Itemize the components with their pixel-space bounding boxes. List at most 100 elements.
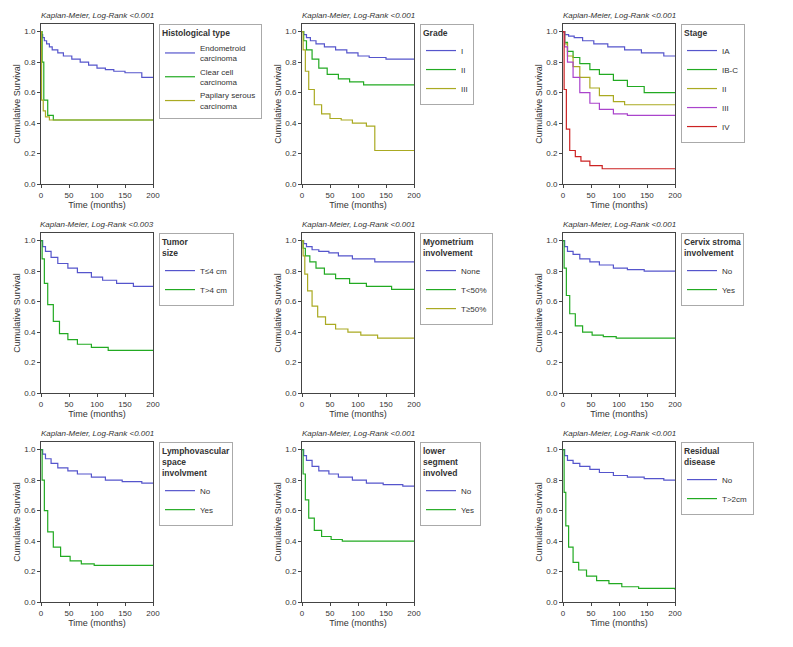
- svg-text:Yes: Yes: [200, 506, 213, 515]
- svg-text:0.0: 0.0: [546, 180, 558, 189]
- svg-text:0.6: 0.6: [24, 297, 36, 306]
- svg-text:Cumulative Survival: Cumulative Survival: [12, 273, 22, 353]
- svg-text:I: I: [461, 47, 463, 56]
- svg-text:150: 150: [640, 609, 654, 618]
- svg-text:Time (months): Time (months): [590, 409, 648, 419]
- svg-text:0.4: 0.4: [285, 119, 297, 128]
- svg-text:Kaplan-Meier, Log-Rank <0.001: Kaplan-Meier, Log-Rank <0.001: [302, 220, 415, 229]
- svg-text:IB-C: IB-C: [722, 66, 738, 75]
- svg-text:0.4: 0.4: [546, 537, 558, 546]
- svg-text:0: 0: [300, 609, 305, 618]
- svg-text:0.4: 0.4: [285, 328, 297, 337]
- svg-text:T>4 cm: T>4 cm: [200, 286, 227, 295]
- svg-text:III: III: [461, 85, 468, 94]
- svg-text:100: 100: [612, 400, 626, 409]
- svg-text:0.8: 0.8: [24, 476, 36, 485]
- svg-text:0: 0: [561, 609, 566, 618]
- svg-text:50: 50: [65, 609, 74, 618]
- svg-text:Clear cellcarcinoma: Clear cellcarcinoma: [200, 68, 237, 87]
- svg-text:III: III: [722, 104, 729, 113]
- svg-text:100: 100: [90, 191, 104, 200]
- svg-text:0: 0: [561, 191, 566, 200]
- svg-text:0.8: 0.8: [285, 58, 297, 67]
- svg-text:Cervix stromainvolvement: Cervix stromainvolvement: [684, 237, 741, 258]
- svg-text:0.2: 0.2: [24, 358, 36, 367]
- svg-text:0.2: 0.2: [24, 567, 36, 576]
- svg-text:Time (months): Time (months): [68, 409, 126, 419]
- svg-text:Residualdisease: Residualdisease: [684, 446, 719, 467]
- svg-text:150: 150: [118, 609, 132, 618]
- svg-text:50: 50: [587, 609, 596, 618]
- svg-text:1.0: 1.0: [24, 27, 36, 36]
- svg-text:150: 150: [379, 191, 393, 200]
- svg-text:IV: IV: [722, 123, 730, 132]
- svg-text:0.2: 0.2: [285, 567, 297, 576]
- svg-text:Yes: Yes: [722, 286, 735, 295]
- svg-text:0.0: 0.0: [546, 389, 558, 398]
- svg-text:0.4: 0.4: [24, 119, 36, 128]
- svg-text:Yes: Yes: [461, 506, 474, 515]
- svg-text:100: 100: [90, 400, 104, 409]
- svg-text:50: 50: [326, 400, 335, 409]
- svg-text:Cumulative Survival: Cumulative Survival: [534, 482, 544, 562]
- svg-text:T>2cm: T>2cm: [722, 495, 747, 504]
- svg-text:150: 150: [379, 609, 393, 618]
- svg-text:Cumulative Survival: Cumulative Survival: [12, 64, 22, 144]
- svg-text:150: 150: [118, 400, 132, 409]
- svg-text:0: 0: [300, 191, 305, 200]
- svg-text:1.0: 1.0: [546, 27, 558, 36]
- svg-text:Kaplan-Meier, Log-Rank <0.001: Kaplan-Meier, Log-Rank <0.001: [563, 11, 676, 20]
- svg-text:0.0: 0.0: [24, 389, 36, 398]
- svg-text:No: No: [722, 267, 733, 276]
- svg-text:0.6: 0.6: [285, 297, 297, 306]
- svg-text:1.0: 1.0: [24, 236, 36, 245]
- svg-text:0.8: 0.8: [24, 267, 36, 276]
- svg-text:0.0: 0.0: [285, 180, 297, 189]
- svg-text:100: 100: [351, 400, 365, 409]
- svg-text:50: 50: [587, 400, 596, 409]
- svg-text:Time (months): Time (months): [68, 200, 126, 210]
- svg-text:200: 200: [146, 400, 160, 409]
- svg-text:No: No: [461, 487, 472, 496]
- svg-text:0.2: 0.2: [24, 149, 36, 158]
- svg-text:150: 150: [640, 191, 654, 200]
- svg-text:Cumulative Survival: Cumulative Survival: [273, 64, 283, 144]
- svg-text:0.0: 0.0: [24, 180, 36, 189]
- svg-text:0: 0: [300, 400, 305, 409]
- svg-text:1.0: 1.0: [285, 27, 297, 36]
- svg-text:0.6: 0.6: [546, 506, 558, 515]
- svg-text:0.8: 0.8: [285, 476, 297, 485]
- svg-text:Kaplan-Meier, Log-Rank <0.003: Kaplan-Meier, Log-Rank <0.003: [40, 220, 154, 229]
- svg-text:0.0: 0.0: [285, 598, 297, 607]
- svg-text:150: 150: [640, 400, 654, 409]
- svg-text:0.8: 0.8: [546, 267, 558, 276]
- svg-text:50: 50: [587, 191, 596, 200]
- svg-text:200: 200: [668, 609, 682, 618]
- svg-text:Cumulative Survival: Cumulative Survival: [12, 482, 22, 562]
- svg-text:Kaplan-Meier, Log-Rank <0.001: Kaplan-Meier, Log-Rank <0.001: [563, 429, 676, 438]
- svg-text:0.6: 0.6: [24, 88, 36, 97]
- svg-text:150: 150: [118, 191, 132, 200]
- svg-text:0.4: 0.4: [24, 537, 36, 546]
- svg-text:0.8: 0.8: [546, 58, 558, 67]
- svg-text:0.2: 0.2: [285, 149, 297, 158]
- svg-text:0: 0: [39, 609, 44, 618]
- svg-text:200: 200: [146, 191, 160, 200]
- svg-text:100: 100: [612, 609, 626, 618]
- svg-text:Papilary serouscarcinoma: Papilary serouscarcinoma: [200, 91, 255, 110]
- svg-text:50: 50: [326, 191, 335, 200]
- svg-text:Kaplan-Meier, Log-Rank <0.001: Kaplan-Meier, Log-Rank <0.001: [302, 429, 415, 438]
- svg-text:0.6: 0.6: [546, 88, 558, 97]
- svg-text:T<50%: T<50%: [461, 286, 487, 295]
- svg-text:100: 100: [612, 191, 626, 200]
- svg-text:0: 0: [561, 400, 566, 409]
- svg-text:T≤4 cm: T≤4 cm: [200, 267, 227, 276]
- svg-text:200: 200: [668, 400, 682, 409]
- svg-text:No: No: [722, 476, 733, 485]
- svg-text:0.2: 0.2: [546, 567, 558, 576]
- svg-text:Tumorsize: Tumorsize: [162, 237, 189, 258]
- svg-text:100: 100: [351, 609, 365, 618]
- svg-text:200: 200: [407, 400, 421, 409]
- svg-text:0.8: 0.8: [24, 58, 36, 67]
- svg-text:Myometriuminvolvement: Myometriuminvolvement: [423, 237, 474, 258]
